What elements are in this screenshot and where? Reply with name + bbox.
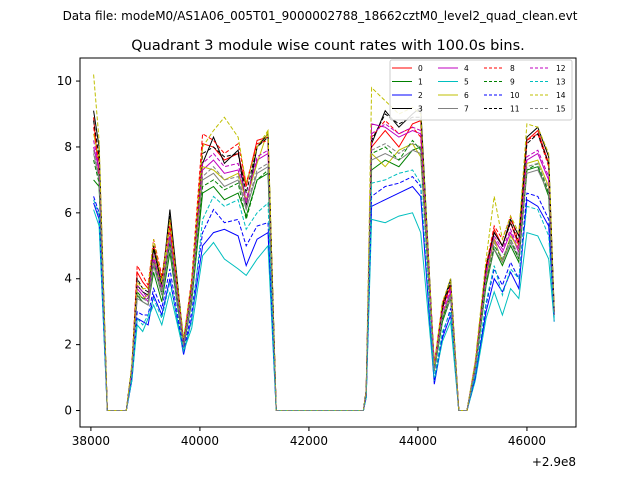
legend-label-12: 12 <box>556 64 566 73</box>
legend-label-15: 15 <box>556 105 566 114</box>
y-tick-label: 2 <box>64 338 72 352</box>
plot-frame <box>79 57 577 428</box>
legend-label-2: 2 <box>418 91 423 100</box>
series-layer <box>93 74 555 411</box>
y-tick-label: 4 <box>64 272 72 286</box>
legend-label-1: 1 <box>418 78 423 87</box>
chart-title: Quadrant 3 module wise count rates with … <box>131 38 525 54</box>
legend-label-11: 11 <box>510 105 520 114</box>
y-tick-label: 8 <box>64 140 72 154</box>
legend-label-0: 0 <box>418 64 423 73</box>
legend-label-10: 10 <box>510 91 520 100</box>
series-line-14 <box>93 74 555 411</box>
legend-label-5: 5 <box>464 78 469 87</box>
legend-label-13: 13 <box>556 78 566 87</box>
legend-label-9: 9 <box>510 78 515 87</box>
y-tick-label: 0 <box>64 404 72 418</box>
legend-label-7: 7 <box>464 105 469 114</box>
x-tick-label: 38000 <box>72 434 110 448</box>
legend-box <box>389 59 573 121</box>
y-tick-label: 6 <box>64 206 72 220</box>
y-tick-label: 10 <box>57 74 72 88</box>
legend-label-14: 14 <box>556 91 566 100</box>
axes-ticks: 38000 40000 42000 44000 46000 0 2 4 6 8 10 <box>57 74 546 448</box>
chart-suptitle: Data file: modeM0/AS1A06_005T01_90000027… <box>63 9 578 23</box>
legend-label-6: 6 <box>464 91 469 100</box>
x-tick-label: 44000 <box>399 434 437 448</box>
legend-label-3: 3 <box>418 105 423 114</box>
legend-label-8: 8 <box>510 64 515 73</box>
x-tick-label: 46000 <box>508 434 546 448</box>
x-tick-label: 42000 <box>290 434 328 448</box>
x-offset-label: +2.9e8 <box>532 455 576 469</box>
x-tick-label: 40000 <box>181 434 219 448</box>
series-line-15 <box>93 143 555 411</box>
legend-label-4: 4 <box>464 64 469 73</box>
